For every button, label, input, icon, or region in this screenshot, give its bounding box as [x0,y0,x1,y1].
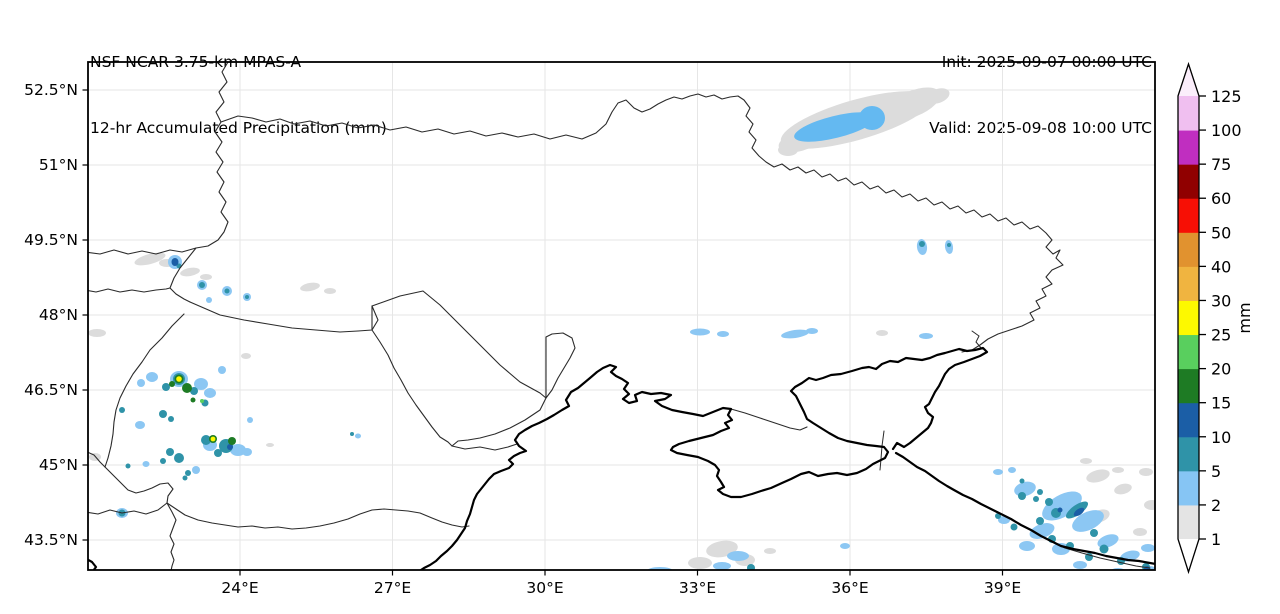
colorbar-segment [1178,504,1199,540]
border-poland-west [169,62,229,303]
colorbar-segment [1178,334,1199,370]
x-tick-label: 39°E [984,579,1021,597]
border-ukraine-moldova-north [371,290,547,447]
gridlines [88,62,1155,570]
bulgaria-coast-corner [88,558,98,570]
colorbar-segment [1178,470,1199,506]
border-hungary-serbia [88,451,109,468]
colorbar-tick-label: 100 [1211,121,1242,140]
border-prut [371,305,453,447]
y-tick-label: 49.5°N [24,231,78,249]
colorbar-tick-label: 40 [1211,257,1231,276]
colorbar-unit-label: mm [1235,302,1254,333]
y-tick-label: 45°N [39,456,78,474]
border-ukraine-southwest [189,301,373,333]
axis-tick-labels: 24°E 27°E 30°E 33°E 36°E 39°E 52.5°N 51°N 49.5°N… [24,81,1021,597]
border-romania-serbia [104,466,174,504]
y-tick-label: 52.5°N [24,81,78,99]
country-borders [88,62,1151,570]
border-slovakia-stub [88,247,197,255]
axis-ticks [82,89,1004,576]
caucasus-coast [894,451,1155,565]
colorbar-segment [1178,300,1199,336]
x-tick-label: 33°E [679,579,716,597]
border-transnistria [545,332,576,399]
kerch-line [879,430,885,471]
colorbar-segment [1178,368,1199,404]
colorbar-tick-label: 125 [1211,87,1242,106]
colorbar-over-arrow [1178,64,1199,96]
y-tick-label: 48°N [39,306,78,324]
border-hungary-stub [88,287,171,293]
colorbar-under-arrow [1178,539,1199,572]
border-belarus-russia [220,93,1064,353]
x-tick-label: 27°E [374,579,411,597]
colorbar-segment [1178,164,1199,199]
valid-time: Valid: 2025-09-08 10:00 UTC [929,119,1152,137]
colorbar-tick-label: 1 [1211,530,1221,549]
colorbar-tick-label: 30 [1211,291,1231,310]
x-tick-label: 30°E [526,579,563,597]
product-title: 12-hr Accumulated Precipitation (mm) [90,119,387,137]
colorbar-segment [1178,198,1199,233]
colorbar-tick-label: 15 [1211,394,1231,413]
colorbar-tick-label: 75 [1211,155,1231,174]
colorbar-segment [1178,96,1199,131]
colorbar-tick-label: 25 [1211,326,1231,345]
y-tick-label: 46.5°N [24,381,78,399]
don-river [971,330,983,350]
colorbar-tick-label: 50 [1211,223,1231,242]
colorbar-tick-label: 5 [1211,462,1221,481]
colorbar-segment [1178,402,1199,438]
x-tick-label: 36°E [831,579,868,597]
coastlines [88,346,1155,570]
colorbar-tick-label: 20 [1211,360,1231,379]
y-tick-label: 43.5°N [24,531,78,549]
border-danube-ro-bg [166,502,470,530]
x-tick-label: 24°E [221,579,258,597]
colorbar-tick-label: 10 [1211,428,1231,447]
border-serbia-west-stub [88,502,168,515]
precipitation-overlay [88,87,1155,570]
border-serbia-bulgaria [166,502,177,570]
black-sea-west-and-crimea-coast [419,346,989,570]
colorbar-segment [1178,232,1199,267]
colorbar-tick-label: 60 [1211,189,1231,208]
plot-frame [87,61,1156,571]
border-sivash [730,408,808,431]
border-romania-hungary [107,313,185,459]
colorbar-segment [1178,436,1199,472]
colorbar-segment [1178,130,1199,165]
border-danube-to-sea [451,443,518,451]
colorbar-tick-label: 2 [1211,496,1221,515]
colorbar-segment [1178,266,1199,301]
y-tick-label: 51°N [39,156,78,174]
